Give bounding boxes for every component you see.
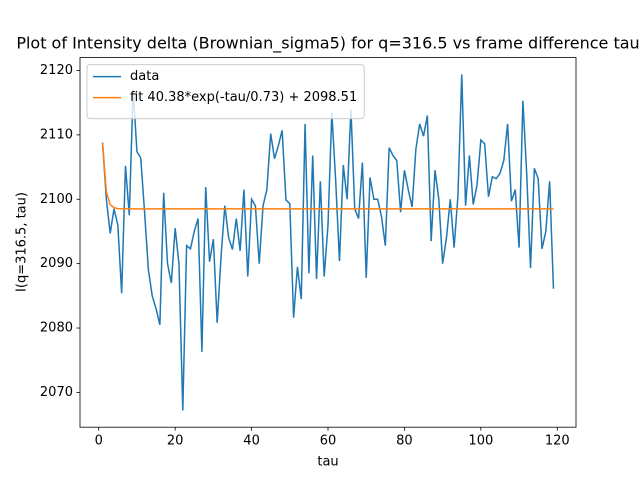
- legend-label: fit 40.38*exp(-tau/0.73) + 2098.51: [130, 90, 357, 105]
- x-tick-label: 100: [468, 434, 493, 449]
- data-line: [101, 142, 554, 210]
- x-tick-label: 0: [95, 434, 103, 449]
- y-axis-label: I(q=316.5, tau): [15, 192, 30, 292]
- legend: data fit 40.38*exp(-tau/0.73) + 2098.51: [86, 64, 365, 120]
- x-tick-label: 40: [243, 434, 260, 449]
- y-tick-label: 2110: [40, 127, 73, 142]
- x-tick-label: 120: [545, 434, 570, 449]
- plot-frame: [79, 57, 577, 428]
- chart-title: Plot of Intensity delta (Brownian_sigma5…: [16, 34, 639, 54]
- y-tick-label: 2100: [40, 192, 73, 207]
- x-axis-label: tau: [317, 455, 338, 470]
- data-line: [101, 74, 555, 411]
- x-tick-label: 80: [396, 434, 413, 449]
- legend-label: data: [130, 69, 159, 84]
- x-tick-label: 20: [167, 434, 184, 449]
- y-tick-label: 2120: [40, 63, 73, 78]
- y-tick-label: 2080: [40, 321, 73, 336]
- legend-box: [86, 64, 365, 120]
- y-tick-label: 2090: [40, 256, 73, 271]
- x-tick-label: 60: [320, 434, 337, 449]
- y-tick-label: 2070: [40, 385, 73, 400]
